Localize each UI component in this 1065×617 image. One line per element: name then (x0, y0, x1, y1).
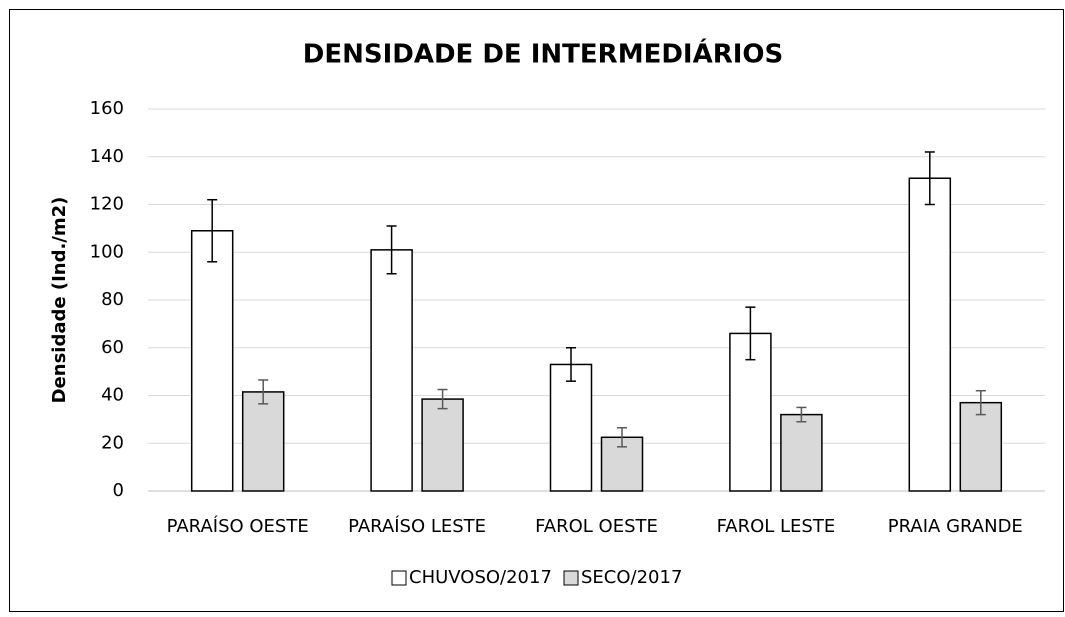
bar (241, 391, 285, 492)
y-tick-label: 80 (101, 289, 124, 310)
error-bar (437, 388, 448, 410)
y-tick-label: 40 (101, 385, 124, 406)
y-tick-label: 20 (101, 432, 124, 453)
legend-swatch (563, 570, 579, 586)
chart-title: DENSIDADE DE INTERMEDIÁRIOS (303, 38, 783, 70)
y-tick-label: 140 (90, 146, 124, 167)
error-bar (566, 347, 576, 382)
error-bar (386, 225, 397, 275)
bar (421, 398, 464, 492)
legend-label: SECO/2017 (581, 567, 682, 588)
y-tick-label: 0 (113, 480, 124, 501)
x-tick-label: PARAÍSO OESTE (167, 515, 309, 537)
y-tick-label: 160 (90, 98, 124, 119)
x-tick-label: FAROL OESTE (535, 516, 658, 537)
bar (908, 177, 952, 492)
y-tick-label: 100 (90, 241, 124, 262)
y-axis-label: Densidade (Ind./m2) (49, 197, 70, 404)
bar (780, 413, 823, 492)
error-bar (207, 198, 218, 263)
x-tick-label: FAROL LESTE (717, 516, 836, 537)
error-bar (975, 389, 986, 416)
bar (190, 230, 234, 492)
error-bar (617, 426, 627, 448)
y-tick-label: 120 (90, 194, 124, 215)
legend-swatch (391, 570, 407, 586)
bar (370, 249, 413, 492)
x-tick-label: PARAÍSO LESTE (348, 515, 486, 537)
error-bar (258, 379, 269, 405)
error-bar (924, 151, 935, 206)
chart-frame (9, 9, 1064, 612)
error-bar (745, 306, 756, 361)
error-bar (796, 406, 807, 423)
bar (959, 401, 1003, 492)
bar (549, 363, 593, 492)
x-tick-label: PRAIA GRANDE (888, 516, 1023, 537)
y-tick-label: 60 (101, 337, 124, 358)
legend-label: CHUVOSO/2017 (409, 567, 552, 588)
